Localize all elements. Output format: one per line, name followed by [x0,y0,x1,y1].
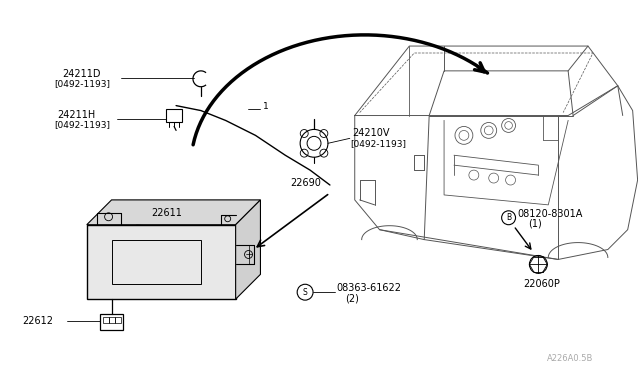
Text: 08363-61622: 08363-61622 [337,283,402,293]
Text: 24211D: 24211D [62,69,100,79]
Text: A226A0.5B: A226A0.5B [547,354,593,363]
Bar [100,314,124,330]
Bar [115,317,120,323]
Text: 24210V: 24210V [352,128,389,138]
Text: 22611: 22611 [151,208,182,218]
Bar [87,225,236,299]
Text: (1): (1) [529,219,542,229]
Text: 22060P: 22060P [524,279,561,289]
Text: 08120-8301A: 08120-8301A [518,209,583,219]
Text: S: S [303,288,307,297]
Polygon shape [87,200,260,225]
Bar [166,109,182,122]
Text: 24211H: 24211H [57,109,95,119]
Text: (2): (2) [345,293,358,303]
Bar [109,317,115,323]
Polygon shape [236,200,260,299]
Text: 22612: 22612 [22,316,53,326]
Text: [0492-1193]: [0492-1193] [350,139,406,148]
Text: [0492-1193]: [0492-1193] [54,79,110,88]
Text: 22690: 22690 [290,178,321,188]
Text: [0492-1193]: [0492-1193] [54,120,110,129]
Text: 1: 1 [264,102,269,111]
Bar [102,317,109,323]
Text: B: B [506,213,511,222]
Bar [111,240,201,284]
